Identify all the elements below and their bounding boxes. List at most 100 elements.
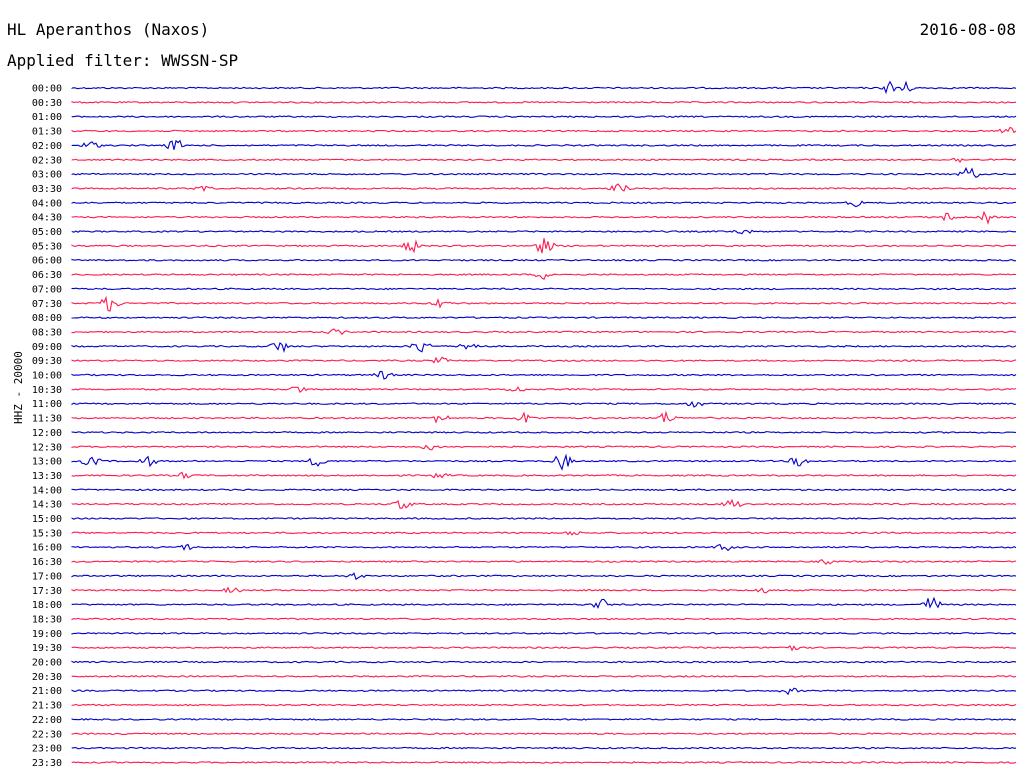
date-label: 2016-08-08: [919, 20, 1016, 39]
time-label: 00:30: [32, 98, 62, 109]
trace-line: [71, 703, 1017, 707]
time-label: 21:30: [32, 701, 62, 712]
time-label: 12:00: [32, 428, 62, 439]
trace-line: [71, 139, 1017, 150]
trace-line: [71, 718, 1017, 721]
time-label: 09:00: [32, 342, 62, 353]
time-label: 18:00: [32, 600, 62, 611]
trace-line: [71, 115, 1017, 119]
time-label: 20:30: [32, 672, 62, 683]
trace-line: [71, 498, 1017, 509]
time-label: 19:30: [32, 643, 62, 654]
time-label: 13:00: [32, 457, 62, 468]
trace-line: [71, 660, 1017, 664]
trace-line: [71, 645, 1017, 652]
time-label: 16:30: [32, 557, 62, 568]
time-label: 11:30: [32, 414, 62, 425]
trace-line: [71, 101, 1017, 104]
trace-line: [71, 238, 1017, 254]
trace-line: [71, 746, 1017, 750]
time-label: 23:30: [32, 758, 62, 769]
trace-line: [71, 126, 1017, 134]
time-label: 14:30: [32, 500, 62, 511]
trace-line: [71, 732, 1017, 736]
time-label: 21:00: [32, 686, 62, 697]
trace-line: [71, 386, 1017, 394]
trace-line: [71, 410, 1017, 424]
trace-line: [71, 586, 1017, 594]
trace-line: [71, 531, 1017, 536]
time-label: 02:00: [32, 141, 62, 152]
time-label: 05:00: [32, 227, 62, 238]
trace-line: [71, 488, 1017, 492]
trace-line: [71, 596, 1017, 609]
time-label: 22:00: [32, 715, 62, 726]
trace-line: [71, 471, 1017, 480]
trace-line: [71, 328, 1017, 336]
time-label: 13:30: [32, 471, 62, 482]
trace-line: [71, 631, 1017, 635]
filter-label: Applied filter: WWSSN-SP: [7, 51, 239, 70]
trace-line: [71, 316, 1017, 319]
trace-line: [71, 200, 1017, 208]
trace-line: [71, 400, 1017, 408]
time-label: 07:30: [32, 299, 62, 310]
time-label: 01:30: [32, 127, 62, 138]
time-label: 00:00: [32, 84, 62, 95]
time-label: 02:30: [32, 155, 62, 166]
trace-line: [71, 559, 1017, 566]
trace-line: [71, 517, 1017, 520]
time-label: 08:00: [32, 313, 62, 324]
trace-line: [71, 617, 1017, 621]
trace-line: [71, 166, 1017, 178]
time-label: 09:30: [32, 356, 62, 367]
time-label: 17:30: [32, 586, 62, 597]
time-label: 08:30: [32, 327, 62, 338]
time-label: 04:30: [32, 213, 62, 224]
time-label: 14:00: [32, 485, 62, 496]
time-label: 15:30: [32, 528, 62, 539]
trace-line: [71, 273, 1017, 281]
trace-line: [71, 687, 1017, 696]
time-label: 10:30: [32, 385, 62, 396]
time-label: 11:00: [32, 399, 62, 410]
time-label: 12:30: [32, 442, 62, 453]
trace-line: [71, 453, 1017, 471]
station-title: HL Aperanthos (Naxos): [7, 20, 210, 39]
time-label: 07:00: [32, 284, 62, 295]
time-label: 22:30: [32, 729, 62, 740]
trace-line: [71, 370, 1017, 380]
time-label: 06:30: [32, 270, 62, 281]
time-label: 16:00: [32, 543, 62, 554]
trace-line: [71, 229, 1017, 235]
trace-line: [71, 183, 1017, 192]
time-label: 03:30: [32, 184, 62, 195]
trace-line: [71, 444, 1017, 451]
time-label: 06:00: [32, 256, 62, 267]
trace-line: [71, 543, 1017, 552]
trace-line: [71, 258, 1017, 262]
trace-line: [71, 761, 1017, 764]
time-label: 05:30: [32, 241, 62, 252]
time-label: 23:00: [32, 744, 62, 755]
trace-line: [71, 675, 1017, 678]
time-label: 03:00: [32, 170, 62, 181]
time-label: 17:00: [32, 571, 62, 582]
trace-line: [71, 295, 1017, 312]
trace-line: [71, 342, 1017, 353]
trace-line: [71, 210, 1017, 225]
trace-line: [71, 356, 1017, 364]
time-label: 01:00: [32, 112, 62, 123]
trace-line: [71, 287, 1017, 291]
trace-line: [71, 431, 1017, 434]
time-label: 04:00: [32, 198, 62, 209]
trace-line: [71, 80, 1017, 95]
trace-line: [71, 572, 1017, 581]
trace-line: [71, 157, 1017, 163]
time-label: 20:00: [32, 658, 62, 669]
time-label: 18:30: [32, 614, 62, 625]
time-label: 10:00: [32, 371, 62, 382]
time-label: 19:00: [32, 629, 62, 640]
time-label: 15:00: [32, 514, 62, 525]
